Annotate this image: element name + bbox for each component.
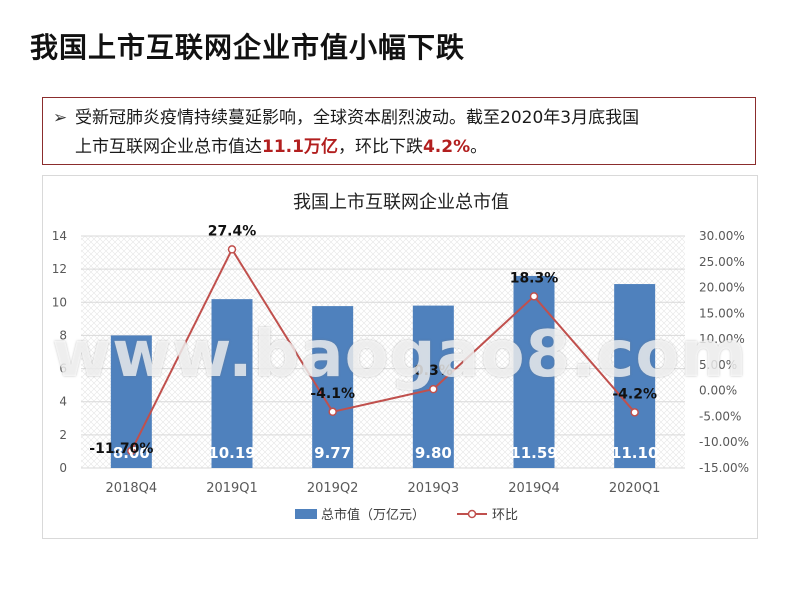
arrow-bullet-icon: ➢	[53, 108, 68, 128]
line-value-label: 18.3%	[510, 270, 559, 286]
right-tick-label: -10.00%	[699, 435, 749, 449]
line-point	[227, 245, 237, 254]
line-value-label: 27.4%	[208, 223, 257, 239]
left-tick-label: 10	[52, 295, 67, 309]
market-cap-highlight: 11.1万亿	[262, 137, 338, 157]
line-path	[130, 247, 636, 452]
bar-value-label: 11.59	[510, 444, 557, 462]
line-point	[127, 446, 136, 456]
left-axis: 0 2 4 6 8 10 12 14	[52, 229, 67, 475]
bar	[211, 299, 253, 468]
line-value-label: 0.3%	[414, 363, 453, 379]
bar	[513, 275, 555, 468]
left-tick-label: 6	[59, 362, 67, 376]
decline-highlight: 4.2%	[422, 137, 471, 157]
x-tick-label: 2018Q4	[106, 481, 158, 496]
x-tick-label: 2019Q3	[408, 481, 460, 496]
chart-frame: 我国上市互联网企业总市值 0 2 4 6 8 10 12 14 -15.00% -10.00% -…	[42, 175, 758, 539]
bar-value-label: 8.00	[113, 444, 150, 462]
right-tick-label: -5.00%	[699, 409, 741, 423]
bar	[614, 284, 656, 468]
left-tick-label: 4	[59, 395, 67, 409]
left-tick-label: 8	[59, 328, 67, 342]
bar	[110, 335, 152, 468]
line-point	[529, 292, 539, 301]
bar-value-label: 9.77	[314, 444, 351, 462]
right-tick-label: 25.00%	[699, 255, 745, 269]
page-title: 我国上市互联网企业市值小幅下跌	[30, 31, 466, 64]
legend-bar-label: 总市值（万亿元）	[321, 507, 425, 523]
legend-line-label: 环比	[492, 508, 518, 523]
bar-series	[110, 275, 656, 468]
bar-value-label: 11.10	[611, 444, 658, 462]
right-tick-label: -15.00%	[699, 461, 749, 475]
bar-value-label: 9.80	[415, 444, 452, 462]
line-series	[127, 245, 639, 456]
right-tick-label: 5.00%	[699, 358, 737, 372]
chart-title: 我国上市互联网企业总市值	[293, 192, 509, 213]
summary-text-4: 。	[470, 137, 488, 157]
right-tick-label: 30.00%	[699, 229, 745, 243]
right-tick-label: 10.00%	[699, 332, 745, 346]
bar	[312, 306, 354, 468]
summary-text-1: 受新冠肺炎疫情持续蔓延影响，全球资本剧烈波动。截至2020年3月底我国	[75, 108, 640, 128]
legend: 总市值（万亿元） 环比	[295, 507, 518, 523]
line-point	[328, 407, 337, 417]
bar-labels: 8.00 10.19 9.77 9.80 11.59 11.10	[113, 444, 659, 462]
line-value-label: -11.70%	[89, 441, 153, 457]
left-tick-label: 14	[52, 229, 67, 243]
x-tick-label: 2019Q1	[206, 481, 258, 496]
right-tick-label: 20.00%	[699, 281, 745, 295]
x-tick-label: 2019Q2	[307, 481, 359, 496]
right-tick-label: 0.00%	[699, 384, 737, 398]
gridlines	[81, 235, 685, 469]
line-point	[429, 384, 438, 394]
line-labels: -11.70% 27.4% -4.1% 0.3% 18.3% -4.2%	[89, 223, 657, 457]
right-tick-label: 15.00%	[699, 306, 745, 320]
left-tick-label: 2	[59, 428, 67, 442]
line-point	[630, 408, 639, 417]
x-tick-label: 2020Q1	[609, 481, 661, 496]
summary-line-1: ➢ 受新冠肺炎疫情持续蔓延影响，全球资本剧烈波动。截至2020年3月底我国	[53, 104, 743, 133]
plot-area	[81, 236, 685, 468]
left-tick-label: 12	[52, 262, 67, 276]
x-axis: 2018Q4 2019Q1 2019Q2 2019Q3 2019Q4 2020Q1	[106, 481, 661, 496]
summary-text-2: 上市互联网企业总市值达	[75, 137, 262, 157]
legend-bar-swatch	[295, 509, 317, 519]
legend-line-marker	[467, 509, 477, 519]
line-value-label: -4.1%	[310, 386, 355, 402]
left-tick-label: 0	[59, 461, 67, 475]
summary-line-2: 上市互联网企业总市值达11.1万亿，环比下跌4.2%。	[53, 133, 743, 162]
summary-box: ➢ 受新冠肺炎疫情持续蔓延影响，全球资本剧烈波动。截至2020年3月底我国 上市互…	[42, 97, 756, 165]
right-axis: -15.00% -10.00% -5.00% 0.00% 5.00% 10.00% 15.0…	[699, 229, 749, 475]
x-tick-label: 2019Q4	[508, 481, 560, 496]
summary-text-3: ，环比下跌	[337, 137, 423, 157]
bar-value-label: 10.19	[208, 444, 255, 462]
line-value-label: -4.2%	[612, 386, 657, 402]
